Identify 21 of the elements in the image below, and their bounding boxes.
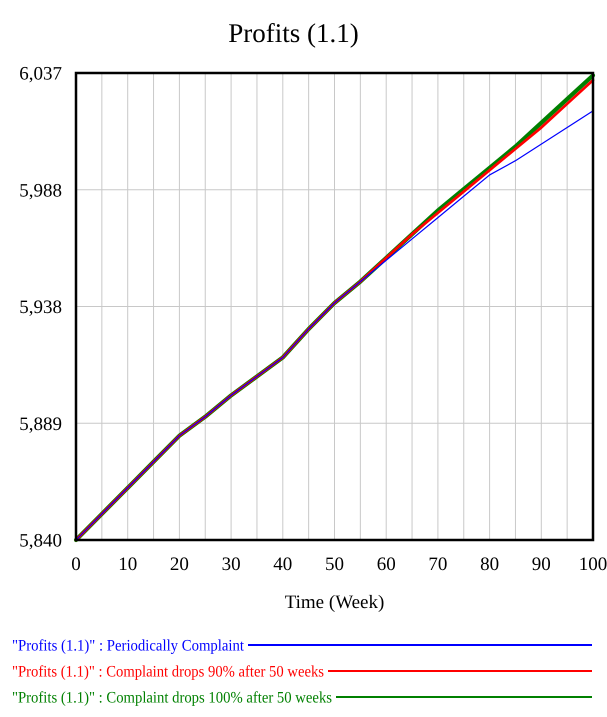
text: "Profits (1.1)" : Complaint drops 90% after 50 weeks bbox=[12, 664, 353, 681]
x-tick-label: 60 bbox=[376, 554, 396, 575]
y-tick-label: 5,938 bbox=[19, 297, 62, 318]
x-tick-label: 40 bbox=[273, 554, 292, 575]
y-tick-label: 5,889 bbox=[19, 414, 62, 435]
chart-title: Profits (1.1) bbox=[228, 18, 359, 48]
x-tick-label: 100 bbox=[578, 554, 607, 575]
x-tick-label: 30 bbox=[222, 554, 241, 575]
y-tick-label: 5,840 bbox=[19, 530, 62, 552]
x-tick-label: 70 bbox=[428, 554, 448, 575]
text: "Profits (1.1)" : Periodically Complaint bbox=[12, 638, 264, 655]
x-tick-label: 80 bbox=[480, 554, 500, 575]
x-tick-label: 50 bbox=[325, 554, 344, 575]
x-tick-label: 90 bbox=[532, 554, 551, 575]
y-tick-label: 5,988 bbox=[19, 180, 62, 202]
text: "Profits (1.1)" : Complaint drops 100% after 50 weeks bbox=[12, 690, 361, 707]
x-tick-label: 0 bbox=[71, 554, 81, 575]
x-axis-title: Time (Week) bbox=[284, 592, 384, 613]
y-tick-label: 6,037 bbox=[19, 64, 62, 85]
x-tick-label: 20 bbox=[170, 554, 189, 575]
x-tick-label: 10 bbox=[118, 554, 138, 575]
